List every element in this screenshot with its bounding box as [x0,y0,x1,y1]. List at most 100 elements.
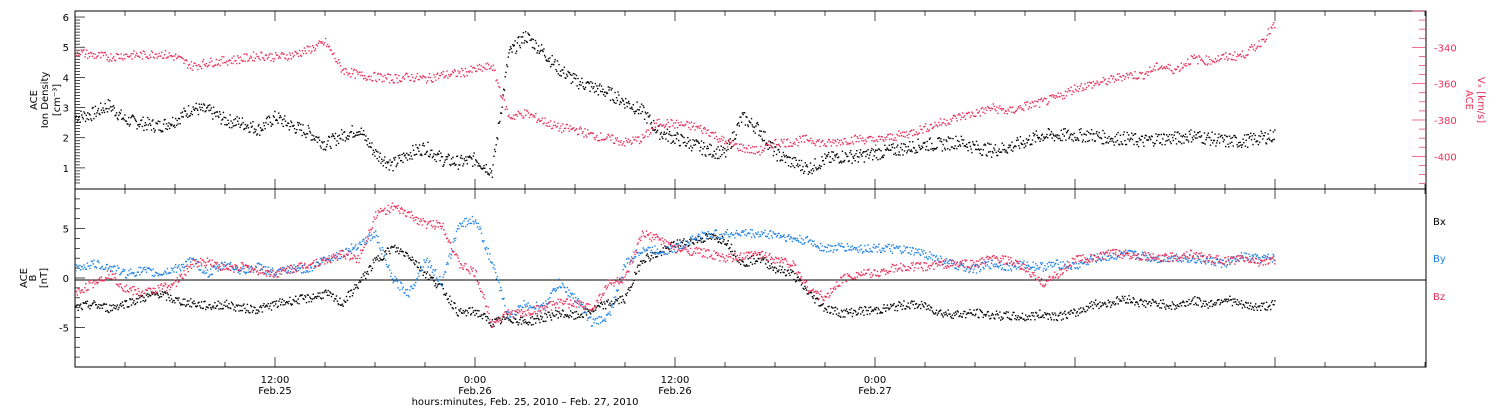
data-point [772,269,774,271]
data-point [822,139,824,142]
data-point [1081,310,1084,313]
data-point [479,165,481,167]
data-point [473,223,475,225]
data-point [635,110,637,112]
data-point [675,134,677,136]
data-point [1054,97,1056,99]
data-point [451,307,454,309]
data-point [283,266,285,269]
data-point [290,120,292,122]
data-point [118,114,120,116]
data-point [486,316,489,318]
data-point [1257,143,1259,146]
data-point [640,260,642,263]
data-point [966,113,969,115]
data-point [632,282,634,284]
data-point [120,53,122,55]
data-point [435,79,437,81]
data-point [1206,136,1208,139]
data-point [637,112,640,115]
data-point [869,151,872,154]
data-point [718,157,720,160]
data-point [150,291,153,293]
data-point [1102,304,1104,306]
data-point [121,57,123,59]
data-point [377,72,380,75]
data-point [551,54,553,57]
data-point [153,275,155,278]
data-point [630,143,632,145]
data-point [1056,136,1058,138]
data-point [741,260,744,262]
data-point [278,117,281,119]
data-point [415,281,417,284]
data-point [294,132,297,134]
data-point [617,140,619,142]
data-point [799,164,801,166]
data-point [189,115,191,117]
data-point [123,119,125,121]
data-point [390,275,392,278]
data-point [240,269,242,271]
data-point [1116,73,1119,75]
data-point [896,310,899,312]
data-point [234,268,236,271]
data-point [187,105,190,107]
data-point [696,140,698,142]
data-point [1241,144,1244,146]
data-point [683,136,685,139]
data-point [1078,129,1081,131]
data-point [515,113,518,116]
data-point [690,150,693,152]
data-point [1024,143,1026,145]
data-point [138,56,141,58]
data-point [595,306,598,309]
data-point [995,310,998,312]
data-point [740,143,743,145]
data-point [540,315,542,317]
data-point [172,299,174,302]
data-point [465,315,468,317]
data-point [1028,315,1030,317]
data-point [114,265,116,268]
data-point [1097,135,1100,138]
data-point [1156,139,1158,142]
data-point [422,144,424,146]
data-point [324,148,326,150]
data-point [461,157,463,160]
data-point [794,272,796,275]
data-point [1202,61,1205,63]
data-point [509,49,511,51]
data-point [315,297,318,299]
data-point [1113,75,1115,78]
data-point [948,137,950,140]
data-point [987,105,989,108]
data-point [1020,317,1022,319]
data-point [226,305,229,307]
data-point [668,131,671,133]
data-point [315,261,318,263]
data-point [210,307,212,309]
data-point [232,125,234,127]
data-point [768,147,771,149]
data-point [462,163,465,165]
data-point [1165,65,1168,68]
data-point [1005,110,1007,112]
data-point [465,217,468,220]
data-point [263,59,266,62]
data-point [1090,301,1093,303]
data-point [379,152,381,154]
data-point [375,79,377,81]
data-point [1259,141,1261,144]
data-point [316,45,319,47]
data-point [681,134,683,137]
data-point [784,156,786,158]
data-point [562,72,565,74]
data-point [1232,298,1234,300]
data-point [1188,298,1190,301]
data-point [1148,136,1150,138]
data-point [861,155,863,157]
data-point [1204,305,1206,307]
data-point [433,74,435,76]
data-point [241,117,244,119]
